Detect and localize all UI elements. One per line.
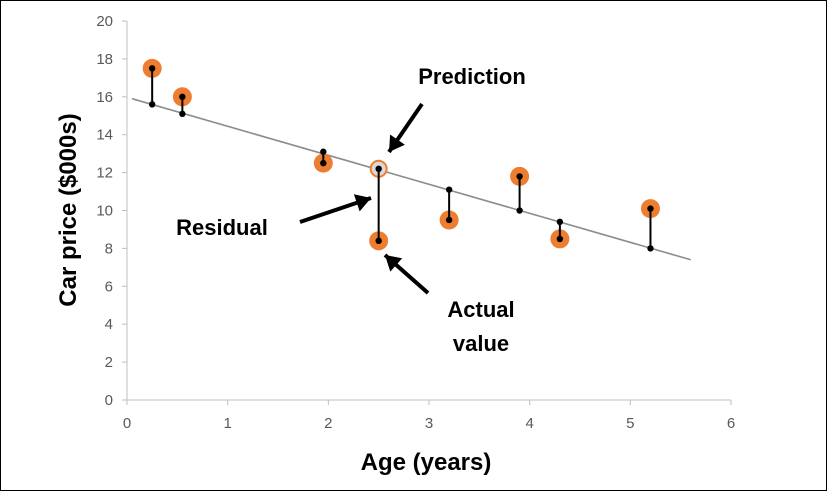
axes [122, 20, 732, 405]
annotation-residual: Residual [176, 215, 268, 240]
y-tick-label: 10 [96, 203, 113, 220]
y-tick-label: 12 [96, 165, 113, 182]
prediction-arrow [387, 102, 424, 154]
x-tick-label: 5 [626, 415, 634, 432]
annotation-actual-line2: value [453, 331, 509, 356]
residual-arrow-head [353, 194, 371, 212]
actual-value-arrow [383, 253, 430, 295]
y-tick-label: 8 [105, 240, 113, 257]
y-tick-label: 14 [96, 127, 113, 144]
x-tick-labels: 0 1 2 3 4 5 6 [123, 415, 735, 432]
y-axis-title: Car price ($000s) [55, 113, 82, 306]
y-tick-label: 2 [105, 354, 113, 371]
residual-arrow [299, 194, 372, 224]
x-tick-label: 3 [425, 415, 433, 432]
x-tick-label: 6 [727, 415, 735, 432]
y-tick-label: 18 [96, 51, 113, 68]
annotation-actual-line1: Actual [447, 297, 514, 322]
y-tick-label: 20 [96, 13, 113, 30]
y-tick-label: 6 [105, 278, 113, 295]
y-tick-labels: 0 2 4 6 8 10 12 14 16 18 20 [96, 13, 113, 409]
x-tick-label: 0 [123, 415, 131, 432]
regression-line [131, 97, 691, 261]
x-tick-label: 2 [324, 415, 332, 432]
y-tick-label: 16 [96, 89, 113, 106]
x-tick-label: 1 [223, 415, 231, 432]
residual-lines [148, 65, 654, 252]
annotation-prediction: Prediction [418, 64, 526, 89]
prediction-arrow-head [389, 134, 405, 152]
actual-value-arrow-head [385, 255, 403, 272]
annotation-arrows [299, 102, 430, 295]
y-tick-label: 0 [105, 392, 113, 409]
y-tick-label: 4 [105, 316, 113, 333]
x-tick-label: 4 [525, 415, 533, 432]
x-axis-title: Age (years) [361, 449, 492, 476]
regression-line-group [131, 97, 691, 261]
